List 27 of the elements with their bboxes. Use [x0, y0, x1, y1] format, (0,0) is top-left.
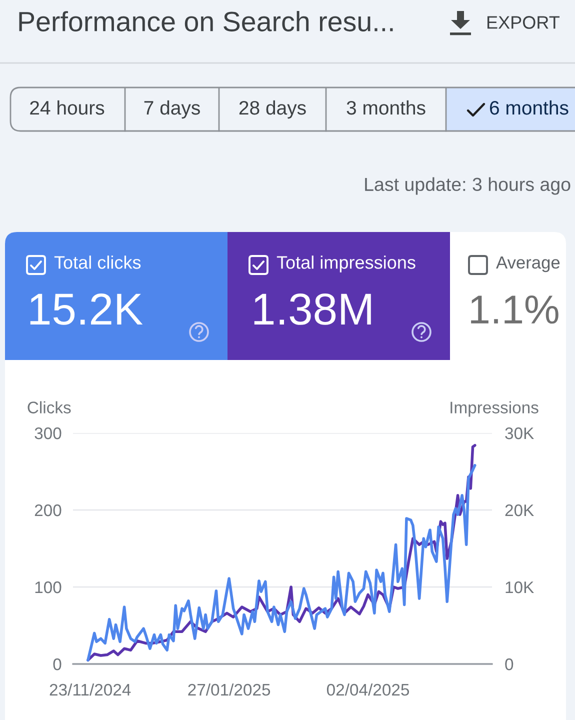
- text: 15.2K: [30, 293, 143, 325]
- y2-tick-label: 20K: [505, 504, 534, 516]
- text: 1.1%: [471, 295, 558, 324]
- y-axis-title: Clicks: [28, 401, 71, 414]
- y-tick-label: 100: [35, 581, 62, 594]
- y-tick-label: 0: [53, 658, 62, 670]
- y2-axis-title: Impressions: [450, 401, 538, 417]
- y2-tick-label: 30K: [505, 427, 534, 440]
- x-tick-label: 27/01/2025: [188, 683, 270, 696]
- chart-title: Performance on Search resu...: [19, 11, 393, 32]
- y-tick-label: 300: [34, 427, 62, 440]
- x-tick-label: 23/11/2024: [50, 683, 131, 696]
- text: 24 hours: [30, 100, 104, 115]
- text: 1.38M: [254, 293, 371, 325]
- text: 7 days: [144, 100, 200, 119]
- x-tick-label: 02/04/2025: [326, 683, 410, 696]
- text: 28 days: [239, 100, 306, 119]
- text: Last update: 3 hours ago: [365, 177, 570, 195]
- y2-tick-label: 0: [505, 658, 514, 670]
- legend-label: Total impressions: [276, 256, 416, 272]
- text: Average: [496, 256, 560, 272]
- y2-tick-label: 10K: [506, 581, 534, 594]
- text: 6 months: [490, 100, 568, 115]
- text: 3 months: [346, 100, 426, 115]
- y-tick-label: 200: [34, 504, 62, 516]
- text: EXPORT: [487, 16, 560, 29]
- legend-label: Total clicks: [54, 256, 141, 269]
